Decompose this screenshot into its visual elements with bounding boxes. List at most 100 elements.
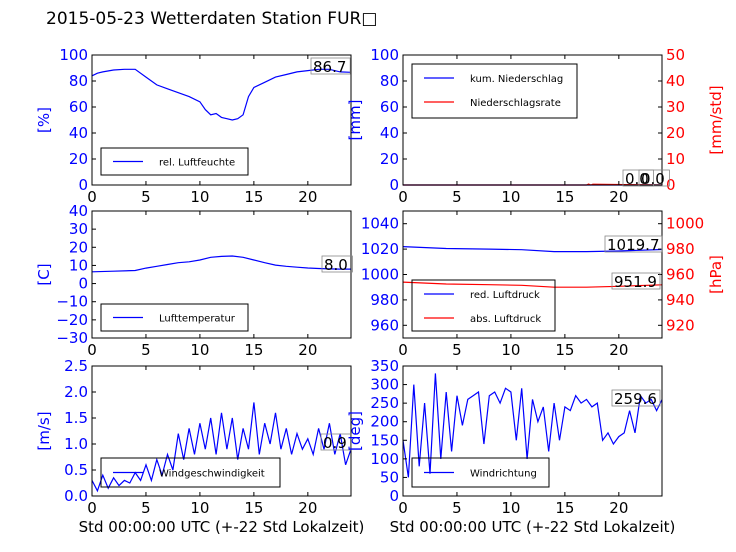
value-annotation: 0.0	[625, 170, 649, 188]
value-annotation: 259.6	[614, 390, 657, 408]
y-tick-label: −20	[56, 311, 88, 329]
value-annotation: 0.9	[323, 434, 347, 452]
y-tick-label: 960	[370, 316, 399, 334]
y-tick-label: 250	[370, 394, 399, 412]
y-tick-label: 80	[69, 72, 88, 90]
x-tick-label: 10	[190, 188, 209, 206]
y-tick-label: 100	[370, 46, 399, 64]
y-tick-label: −10	[56, 293, 88, 311]
y-right-tick-label: 40	[666, 72, 685, 90]
y-tick-label: 1.5	[64, 409, 88, 427]
y-tick-label: 100	[370, 450, 399, 468]
x-axis-label: Std 00:00:00 UTC (+-22 Std Lokalzeit)	[79, 518, 365, 536]
x-tick-label: 5	[141, 499, 151, 517]
y-tick-label: 150	[370, 431, 399, 449]
y-tick-label: 10	[69, 256, 88, 274]
x-tick-label: 0	[398, 188, 408, 206]
x-tick-label: 15	[555, 188, 574, 206]
y-tick-label: 0.5	[64, 461, 88, 479]
x-tick-label: 5	[452, 188, 462, 206]
x-tick-label: 15	[555, 341, 574, 359]
y-tick-label: 50	[380, 468, 399, 486]
x-tick-label: 10	[190, 341, 209, 359]
y-tick-label: 2.5	[64, 357, 88, 375]
y-axis-label: [C]	[35, 263, 53, 285]
y-right-tick-label: 0	[666, 176, 676, 194]
x-tick-label: 20	[609, 188, 628, 206]
x-tick-label: 10	[501, 188, 520, 206]
y-axis-label: [deg]	[346, 411, 364, 451]
series-line-2	[402, 281, 663, 288]
y-tick-label: 60	[69, 98, 88, 116]
value-annotation: 1019.7	[607, 236, 660, 254]
x-tick-label: 10	[501, 341, 520, 359]
plot-frame	[91, 210, 352, 339]
value-annotation-box	[611, 389, 661, 407]
y-right-tick-label: 980	[666, 240, 695, 258]
y-tick-label: 60	[380, 98, 399, 116]
legend-label: rel. Luftfeuchte	[159, 158, 235, 169]
x-tick-label: 20	[298, 499, 317, 517]
y-right-tick-label: 920	[666, 316, 695, 334]
y-axis-label: [m/s]	[35, 411, 53, 450]
y-tick-label: 1000	[361, 266, 399, 284]
y-tick-label: 2.0	[64, 383, 88, 401]
y-right-tick-label: 940	[666, 291, 695, 309]
legend-box	[411, 63, 578, 119]
y-right-tick-label: 20	[666, 124, 685, 142]
x-tick-label: 20	[298, 341, 317, 359]
x-tick-label: 0	[398, 341, 408, 359]
series-line-1	[91, 255, 351, 273]
x-axis-label: Std 00:00:00 UTC (+-22 Std Lokalzeit)	[390, 518, 676, 536]
y-tick-label: 40	[380, 124, 399, 142]
y-tick-label: 0	[78, 176, 88, 194]
y-tick-label: 1.0	[64, 435, 88, 453]
x-tick-label: 0	[87, 341, 97, 359]
x-tick-label: 5	[452, 341, 462, 359]
legend-box	[100, 457, 281, 488]
x-tick-label: 20	[609, 499, 628, 517]
y-tick-label: 200	[370, 413, 399, 431]
y-tick-label: 0	[78, 275, 88, 293]
y-tick-label: 80	[380, 72, 399, 90]
value-annotation-box	[611, 272, 661, 290]
x-tick-label: 5	[141, 188, 151, 206]
plot-frame	[402, 54, 663, 186]
y-axis-label: [%]	[35, 107, 53, 133]
y-tick-label: 300	[370, 376, 399, 394]
series-line-1	[402, 373, 663, 478]
y-tick-label: 350	[370, 357, 399, 375]
y-tick-label: 40	[69, 124, 88, 142]
x-tick-label: 15	[555, 499, 574, 517]
chart-title: 2015-05-23 Wetterdaten Station FUR□	[46, 9, 378, 29]
x-tick-label: 10	[190, 499, 209, 517]
y-tick-label: −30	[56, 329, 88, 347]
y-right-tick-label: 50	[666, 46, 685, 64]
y-tick-label: 0.0	[64, 487, 88, 505]
y-tick-label: 1020	[361, 240, 399, 258]
x-tick-label: 15	[244, 499, 263, 517]
value-annotation: 8.0	[324, 256, 348, 274]
y-right-tick-label: 960	[666, 266, 695, 284]
x-tick-label: 5	[452, 499, 462, 517]
x-tick-label: 10	[501, 499, 520, 517]
value-annotation-box	[622, 169, 654, 187]
y-right-tick-label: 1000	[666, 215, 704, 233]
y-tick-label: 20	[380, 150, 399, 168]
legend-label: kum. Niederschlag	[470, 74, 563, 85]
plot-frame	[402, 365, 663, 497]
legend-label: Niederschlagsrate	[470, 98, 561, 109]
value-annotation: 86.7	[313, 58, 346, 76]
legend-label: Windrichtung	[470, 469, 537, 480]
legend-box	[411, 457, 550, 488]
value-annotation: 951.9	[614, 273, 657, 291]
series-line-1	[402, 246, 663, 253]
y-tick-label: 100	[59, 46, 88, 64]
x-tick-label: 15	[244, 188, 263, 206]
x-tick-label: 0	[87, 188, 97, 206]
legend-label: Lufttemperatur	[159, 314, 236, 325]
y-right-axis-label: [hPa]	[707, 255, 725, 294]
y-tick-label: 0	[389, 487, 399, 505]
legend-label: abs. Luftdruck	[470, 314, 541, 325]
